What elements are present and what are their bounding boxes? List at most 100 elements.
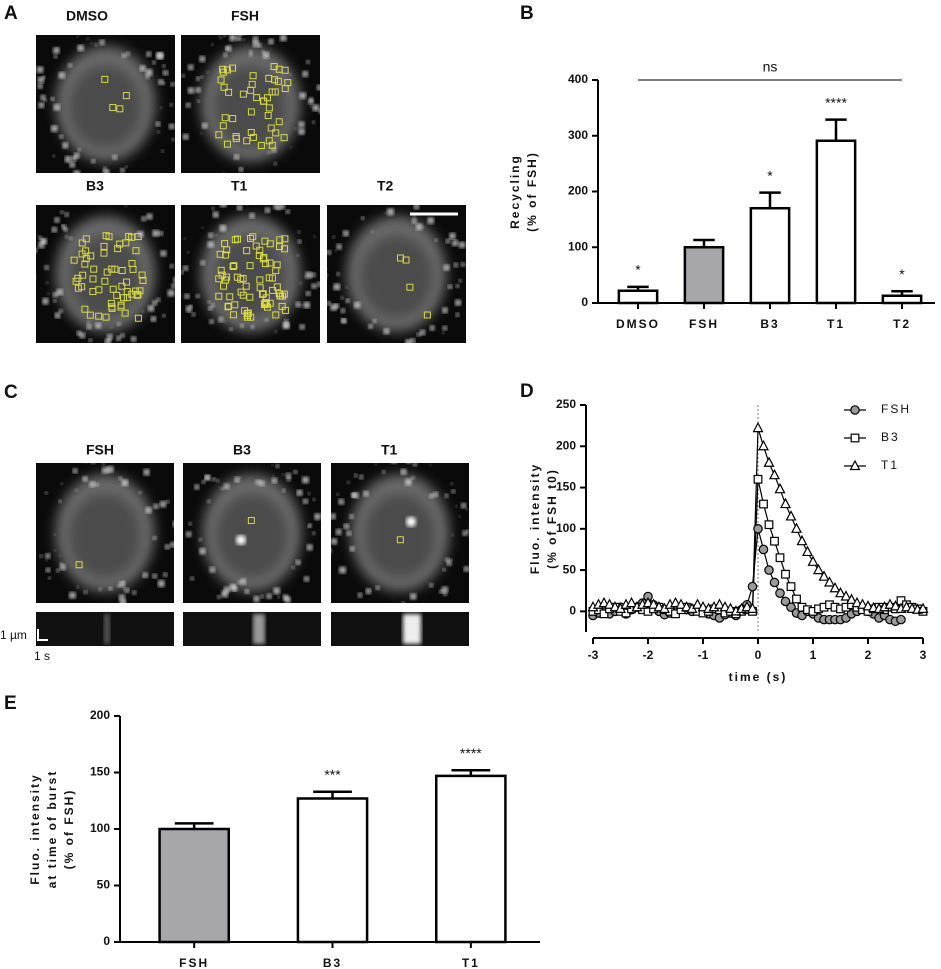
speckle <box>75 488 78 492</box>
marker <box>714 598 725 609</box>
speckle <box>90 42 93 45</box>
roi <box>275 118 283 126</box>
speckle <box>45 567 51 573</box>
marker <box>604 598 615 609</box>
roi <box>134 314 142 322</box>
speckle <box>44 265 49 270</box>
roi <box>100 242 108 250</box>
speckle <box>312 498 316 502</box>
roi <box>114 245 122 253</box>
roi <box>264 112 272 120</box>
speckle <box>322 282 325 285</box>
marker <box>769 468 780 480</box>
speckle <box>108 196 113 201</box>
speckle <box>178 102 181 105</box>
legend-marker <box>849 459 861 471</box>
speckle <box>282 488 286 493</box>
speckle <box>372 318 377 323</box>
speckle <box>208 232 214 238</box>
speckle <box>195 87 201 93</box>
speckle <box>110 326 113 329</box>
speckle <box>125 459 128 462</box>
micrograph <box>331 463 469 603</box>
speckle <box>162 64 166 68</box>
speckle <box>455 504 458 508</box>
roi <box>225 88 233 96</box>
speckle <box>138 490 142 495</box>
speckle <box>96 607 99 610</box>
roi <box>226 293 234 301</box>
speckle <box>274 330 277 334</box>
speckle <box>52 154 56 158</box>
speckle <box>145 507 152 514</box>
x-tick-label: 1 <box>810 648 817 662</box>
speckle <box>121 53 127 58</box>
significance: * <box>899 266 905 282</box>
micrograph <box>36 196 175 343</box>
roi <box>402 256 410 264</box>
speckle <box>77 147 82 152</box>
roi <box>269 286 277 294</box>
roi <box>262 260 270 268</box>
speckle <box>124 205 127 207</box>
speckle <box>113 199 115 201</box>
speckle <box>207 300 212 304</box>
roi <box>252 242 260 250</box>
roi <box>123 278 131 286</box>
y-axis-label: (% of FSH t0) <box>545 468 559 569</box>
speckle <box>321 274 327 280</box>
marker <box>781 569 790 579</box>
panel-letter: D <box>520 381 534 402</box>
speckle <box>395 345 398 348</box>
speckle <box>108 338 112 343</box>
speckle <box>300 304 303 307</box>
speckle <box>130 336 137 342</box>
marker <box>770 536 779 546</box>
kymograph-streak <box>253 614 265 644</box>
panel-letter: E <box>4 693 17 714</box>
speckle <box>465 508 469 511</box>
speckle <box>41 75 46 79</box>
speckle <box>305 271 313 279</box>
speckle <box>223 586 230 593</box>
cell-core <box>360 235 433 319</box>
roi <box>234 235 242 243</box>
speckle <box>173 277 175 284</box>
speckle <box>219 224 227 232</box>
speckle <box>86 324 92 330</box>
roi <box>249 233 257 241</box>
roi <box>243 137 251 145</box>
speckle <box>303 275 307 279</box>
speckle <box>40 94 46 101</box>
y-tick-label: 50 <box>563 562 577 576</box>
roi <box>229 115 237 123</box>
speckle <box>103 169 110 173</box>
roi <box>261 299 269 307</box>
roi <box>100 249 108 257</box>
speckle <box>313 235 316 238</box>
marker <box>785 510 797 521</box>
speckle <box>171 283 175 289</box>
speckle <box>458 278 462 283</box>
speckle <box>42 297 49 305</box>
image-title: B3 <box>233 442 251 458</box>
speckle <box>209 566 216 573</box>
roi <box>246 293 254 301</box>
marker <box>786 602 796 613</box>
cell-core <box>69 493 141 578</box>
speckle <box>146 213 153 220</box>
speckle <box>156 297 161 303</box>
roi <box>113 291 121 299</box>
bar <box>617 289 659 305</box>
panel-letter: C <box>4 382 18 403</box>
speckle <box>451 533 455 537</box>
roi <box>257 142 265 150</box>
speckle <box>212 477 216 482</box>
y-tick-label: 250 <box>556 397 576 411</box>
roi <box>259 255 267 263</box>
marker <box>792 594 801 604</box>
roi <box>129 265 137 273</box>
roi <box>277 292 285 300</box>
speckle <box>95 482 100 487</box>
speckle <box>322 82 326 86</box>
